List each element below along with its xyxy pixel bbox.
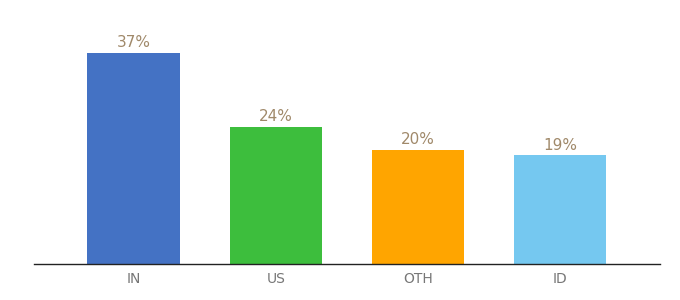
Bar [230, 127, 322, 264]
Bar [372, 150, 464, 264]
Text: 19%: 19% [543, 138, 577, 153]
Text: 20%: 20% [401, 132, 435, 147]
Text: 37%: 37% [116, 35, 150, 50]
Bar [514, 155, 607, 264]
Text: 24%: 24% [259, 109, 292, 124]
Bar [87, 52, 180, 264]
